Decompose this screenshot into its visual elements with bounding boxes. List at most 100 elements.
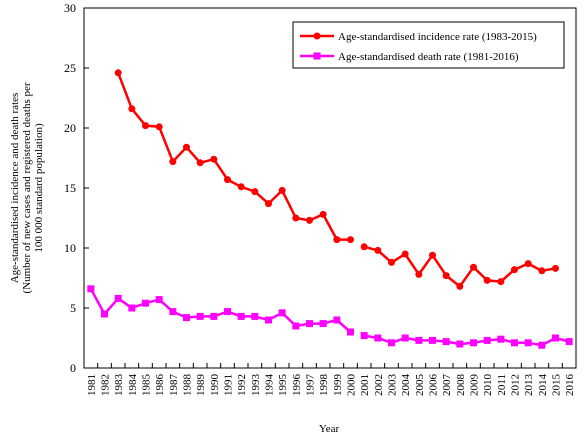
- x-tick-label: 1983: [113, 374, 125, 397]
- x-tick-label: 1990: [209, 374, 221, 397]
- data-point: [401, 250, 409, 258]
- x-tick-label: 2011: [496, 374, 508, 396]
- x-tick-label: 2006: [428, 374, 440, 397]
- data-point: [237, 312, 245, 320]
- data-point: [155, 123, 163, 131]
- x-tick-label: 2007: [441, 374, 453, 397]
- data-point: [196, 159, 204, 167]
- x-tick-label: 1993: [250, 374, 262, 397]
- data-point: [538, 341, 546, 349]
- x-tick-label: 2004: [400, 374, 412, 397]
- data-point: [347, 236, 354, 244]
- data-point: [388, 339, 395, 347]
- data-point: [319, 210, 327, 218]
- data-point: [497, 278, 505, 286]
- series-line-1: [363, 334, 570, 347]
- y-tick-label: 20: [64, 121, 76, 135]
- data-point: [483, 276, 491, 284]
- data-point: [442, 338, 450, 346]
- x-tick-label: 1985: [141, 374, 153, 397]
- data-point: [538, 267, 546, 275]
- x-tick-label: 2009: [469, 374, 481, 397]
- data-point: [251, 312, 259, 320]
- data-point: [114, 294, 122, 302]
- data-point: [224, 308, 231, 316]
- data-point: [456, 340, 464, 348]
- data-point: [237, 183, 245, 191]
- data-point: [210, 312, 218, 320]
- x-tick-label: 2016: [564, 374, 576, 397]
- legend-box: [292, 21, 565, 69]
- data-point: [196, 312, 204, 320]
- data-point: [265, 316, 272, 324]
- x-tick-label: 1981: [86, 374, 98, 396]
- x-tick-label: 2005: [414, 374, 426, 397]
- data-point: [224, 176, 231, 184]
- data-point: [292, 214, 300, 222]
- data-point: [552, 264, 559, 272]
- data-point: [319, 320, 327, 328]
- x-tick-label: 2015: [551, 374, 563, 397]
- data-point: [497, 335, 505, 343]
- x-tick-label: 2001: [359, 374, 371, 396]
- data-point: [210, 155, 218, 163]
- data-point: [511, 339, 518, 347]
- data-point: [101, 310, 108, 318]
- data-point: [565, 338, 573, 346]
- x-axis-label: Year: [319, 423, 340, 435]
- data-point: [552, 334, 559, 342]
- data-point: [183, 143, 190, 151]
- series-line-0: [116, 72, 351, 241]
- data-point: [169, 158, 177, 166]
- data-point: [333, 316, 341, 324]
- x-tick-label: 1982: [100, 374, 112, 396]
- y-tick-label: 30: [64, 1, 76, 15]
- y-tick-label: 0: [70, 361, 76, 375]
- data-point: [87, 285, 95, 293]
- y-axis-label-line-1: Age-standardised incidence and death rat…: [9, 93, 21, 284]
- series-layer: [87, 69, 573, 349]
- data-point: [524, 339, 532, 347]
- x-tick-label: 1992: [236, 374, 248, 396]
- data-point: [483, 336, 491, 344]
- data-point: [429, 336, 436, 344]
- data-point: [128, 105, 136, 113]
- x-tick-label: 1991: [223, 374, 235, 396]
- x-tick-label: 1998: [318, 374, 330, 397]
- data-point: [415, 336, 423, 344]
- data-point: [401, 334, 409, 342]
- x-tick-label: 1997: [305, 374, 317, 397]
- data-point: [292, 322, 300, 330]
- x-tick-label: 2000: [346, 374, 358, 397]
- x-tick-label: 1984: [127, 374, 139, 397]
- x-tick-label: 1999: [332, 374, 344, 397]
- data-point: [128, 304, 136, 312]
- data-point: [524, 260, 532, 268]
- y-tick-label: 10: [64, 241, 76, 255]
- legend-marker-incidence: [313, 32, 321, 40]
- data-point: [306, 216, 313, 224]
- data-point: [155, 296, 163, 304]
- data-point: [142, 299, 149, 307]
- data-point: [360, 332, 368, 340]
- data-point: [278, 186, 286, 194]
- legend-label-death: Age-standardised death rate (1981-2016): [338, 51, 519, 63]
- data-point: [374, 246, 382, 254]
- data-point: [360, 243, 368, 251]
- x-tick-label: 1988: [182, 374, 194, 397]
- x-tick-label: 2003: [387, 374, 399, 397]
- data-point: [470, 339, 477, 347]
- data-point: [415, 270, 423, 278]
- data-point: [388, 258, 395, 266]
- x-tick-label: 1996: [291, 374, 303, 397]
- plot-frame: [83, 7, 577, 369]
- data-point: [374, 334, 382, 342]
- y-tick-label: 5: [70, 301, 76, 315]
- legend-marker-death: [313, 52, 321, 60]
- y-tick-label: 25: [64, 61, 76, 75]
- data-point: [442, 272, 450, 280]
- data-point: [278, 309, 286, 317]
- data-point: [347, 328, 354, 336]
- x-axis: 1981 1982 1983 1984 1985 1986 1987 1988 1989 1990…: [86, 363, 576, 396]
